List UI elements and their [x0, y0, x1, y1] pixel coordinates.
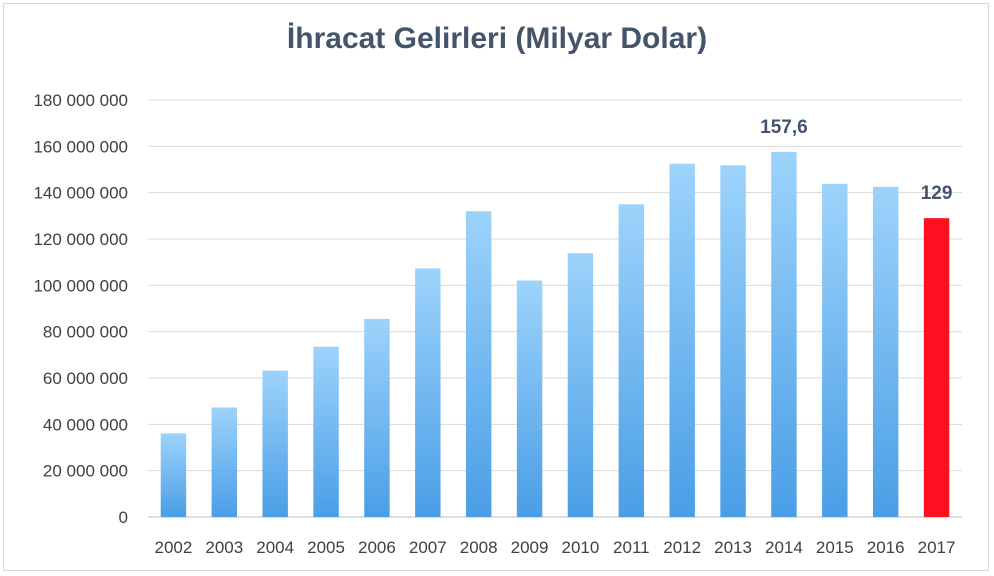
x-tick-label: 2005 [307, 538, 345, 557]
data-label-2014: 157,6 [760, 117, 808, 138]
x-tick-label: 2006 [358, 538, 396, 557]
x-tick-label: 2016 [867, 538, 905, 557]
y-tick-label: 120 000 000 [33, 230, 128, 249]
data-label-2017: 129 [921, 183, 953, 204]
x-tick-label: 2007 [409, 538, 447, 557]
bar-2008 [465, 211, 492, 517]
y-tick-label: 40 000 000 [43, 415, 128, 434]
y-tick-label: 80 000 000 [43, 323, 128, 342]
bar-2005 [313, 346, 339, 517]
y-tick-label: 100 000 000 [33, 276, 128, 295]
x-tick-label: 2015 [816, 538, 854, 557]
bar-2015 [822, 183, 848, 517]
bar-2014 [771, 151, 797, 518]
bar-2011 [618, 204, 645, 517]
chart-title: İhracat Gelirleri (Milyar Dolar) [286, 22, 708, 55]
bar-2010 [567, 253, 594, 518]
x-tick-label: 2004 [256, 538, 294, 557]
x-tick-label: 2010 [562, 538, 600, 557]
x-tick-label: 2011 [613, 538, 650, 557]
y-tick-label: 180 000 000 [33, 91, 128, 110]
y-tick-label: 60 000 000 [43, 369, 128, 388]
x-tick-label: 2009 [511, 538, 549, 557]
y-tick-label: 140 000 000 [33, 184, 128, 203]
bar-2004 [262, 370, 288, 517]
y-axis-tick-labels: 0 20 000 000 40 000 000 60 000 000 80 000 00… [33, 91, 128, 527]
data-labels: 157,6 129 [760, 117, 952, 204]
bars [160, 151, 950, 518]
bar-2009 [516, 280, 543, 517]
y-tick-label: 0 [119, 508, 128, 527]
bar-2006 [364, 318, 390, 517]
y-tick-label: 20 000 000 [43, 462, 128, 481]
bar-2017 [923, 218, 950, 517]
x-tick-label: 2008 [460, 538, 498, 557]
bar-2003 [211, 407, 238, 517]
x-tick-label: 2014 [765, 538, 803, 557]
bar-2016 [872, 186, 899, 517]
x-tick-label: 2002 [155, 538, 193, 557]
x-tick-label: 2017 [918, 538, 956, 557]
x-tick-label: 2012 [663, 538, 701, 557]
x-axis-tick-labels: 2002 2003 2004 2005 2006 2007 2008 2009 2010 2011… [155, 538, 956, 557]
bar-2013 [720, 165, 746, 517]
bar-2012 [669, 163, 695, 518]
bar-2007 [415, 268, 441, 517]
bar-2002 [160, 433, 187, 517]
y-tick-label: 160 000 000 [33, 137, 128, 156]
x-tick-label: 2013 [714, 538, 752, 557]
x-tick-label: 2003 [205, 538, 243, 557]
